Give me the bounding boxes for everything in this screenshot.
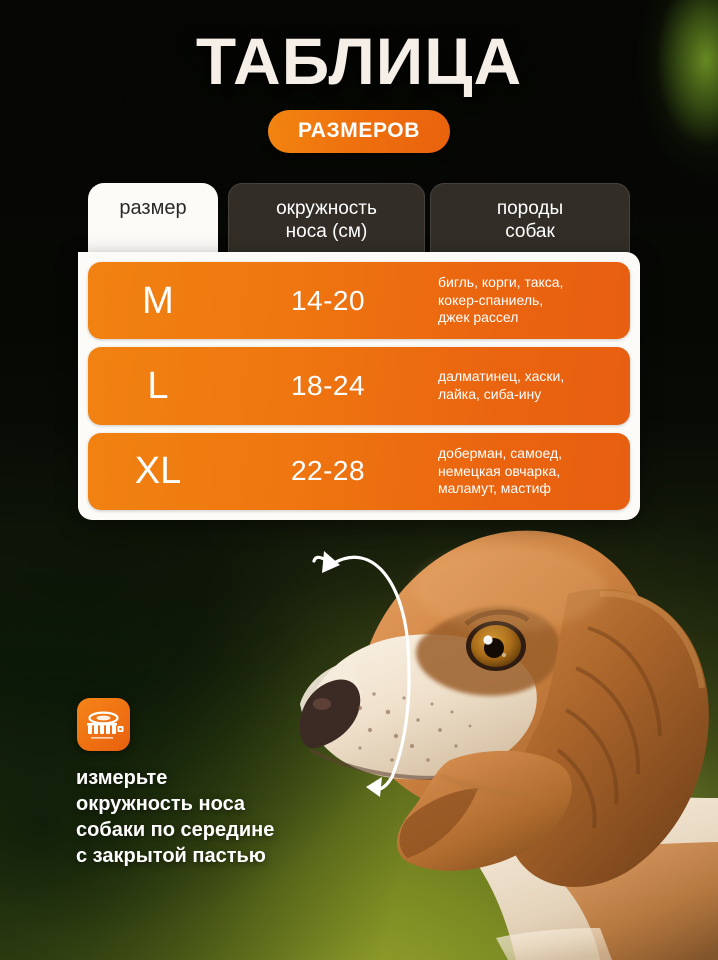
column-header-nose-circumference: окружность носа (см) — [228, 183, 425, 255]
cell-breeds: доберман, самоед, немецкая овчарка, мала… — [438, 445, 563, 497]
table-row: L 18-24 далматинец, хаски, лайка, сиба-и… — [88, 347, 630, 425]
column-header-size: размер — [88, 183, 218, 255]
cell-size: XL — [134, 450, 182, 493]
table-row: M 14-20 бигль, корги, такса, кокер-спани… — [88, 262, 630, 340]
instruction-text: измерьте окружность носа собаки по серед… — [76, 767, 275, 867]
size-table-card: M 14-20 бигль, корги, такса, кокер-спани… — [78, 252, 640, 520]
measure-arrow-annotation — [300, 515, 500, 805]
cell-breeds: бигль, корги, такса, кокер-спаниель, дже… — [438, 274, 564, 326]
cell-nose: 22-28 — [290, 455, 366, 487]
cell-nose: 14-20 — [290, 284, 366, 316]
column-header-dog-breeds: породы собак — [430, 183, 630, 255]
subtitle-badge: РАЗМЕРОВ — [267, 110, 451, 153]
cell-size: M — [142, 279, 174, 322]
cell-breeds: далматинец, хаски, лайка, сиба-ину — [438, 368, 565, 402]
size-table-rows: M 14-20 бигль, корги, такса, кокер-спани… — [88, 262, 630, 510]
page-title: ТАБЛИЦА — [195, 24, 523, 98]
cell-nose: 18-24 — [290, 369, 366, 401]
table-row: XL 22-28 доберман, самоед, немецкая овча… — [88, 432, 630, 510]
dog-photo — [300, 498, 718, 960]
brand-logo-icon — [77, 698, 130, 751]
cell-size: L — [147, 364, 169, 407]
table-header-tabs: размер окружность носа (см) породы собак — [78, 183, 640, 255]
